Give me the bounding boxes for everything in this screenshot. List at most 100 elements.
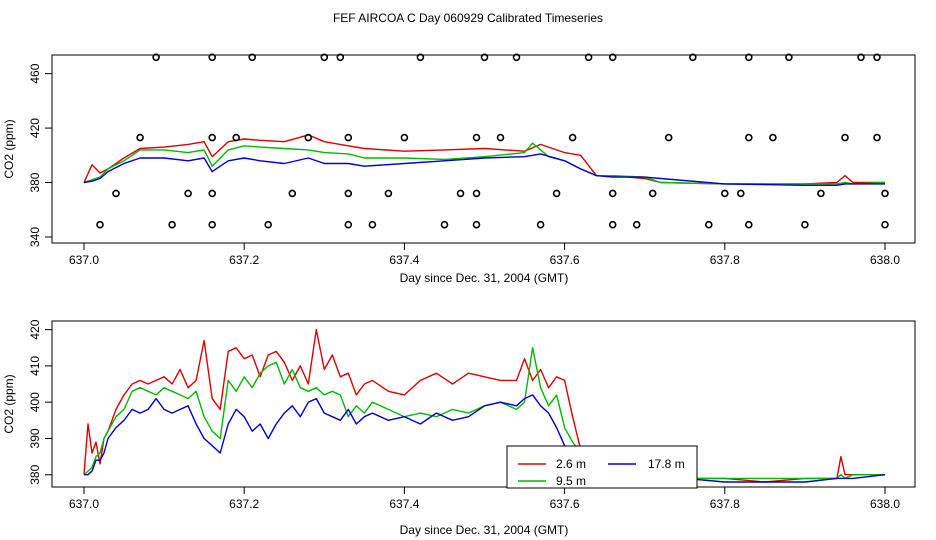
flag-marker: [472, 133, 481, 142]
panel-bottom-y-label: CO2 (ppm): [2, 374, 16, 433]
flag-marker: [184, 189, 192, 198]
flag-marker: [344, 189, 353, 198]
panel-top-x-label: Day since Dec. 31, 2004 (GMT): [400, 271, 569, 285]
flag-marker: [416, 53, 425, 62]
flag-marker: [881, 189, 889, 198]
flag-marker: [744, 53, 753, 62]
flag-marker: [512, 53, 521, 62]
x-tick-label: 637.6: [550, 253, 580, 267]
flag-marker: [264, 220, 273, 229]
flag-marker: [632, 220, 641, 229]
flag-marker: [608, 53, 617, 62]
flag-marker: [688, 53, 697, 62]
flag-marker: [456, 189, 465, 198]
flag-marker: [472, 220, 481, 229]
x-tick-label: 637.0: [69, 497, 99, 511]
flag-marker: [208, 220, 216, 229]
flag-marker: [873, 133, 881, 142]
y-tick-label: 380: [28, 464, 42, 484]
legend-label-9-5m: 9.5 m: [556, 474, 586, 488]
flag-marker: [320, 53, 329, 62]
panel-top-x-axis: 637.0 637.2 637.4 637.6 637.8 638.0: [69, 242, 900, 267]
y-tick-label: 340: [28, 227, 42, 247]
flag-marker: [208, 189, 216, 198]
y-tick-label: 420: [28, 118, 42, 138]
flag-marker: [304, 133, 313, 142]
flag-marker: [608, 220, 617, 229]
flag-marker: [584, 53, 593, 62]
flag-marker: [881, 220, 889, 229]
x-tick-label: 637.8: [710, 253, 740, 267]
flag-marker: [769, 133, 777, 142]
x-tick-label: 637.2: [229, 253, 259, 267]
panel-bottom-x-label: Day since Dec. 31, 2004 (GMT): [400, 523, 569, 537]
flag-marker: [232, 133, 240, 142]
flag-marker: [648, 189, 657, 198]
flag-marker: [480, 53, 489, 62]
panel-bottom-x-axis: 637.0 637.2 637.4 637.6 637.8 638.0: [69, 486, 900, 511]
x-tick-label: 637.4: [389, 497, 419, 511]
legend-label-17-8m: 17.8 m: [648, 457, 685, 471]
flag-marker: [440, 220, 449, 229]
y-tick-label: 400: [28, 392, 42, 412]
x-tick-label: 638.0: [870, 253, 900, 267]
flag-marker: [664, 133, 673, 142]
legend: 2.6 m 9.5 m 17.8 m: [506, 445, 698, 489]
x-tick-label: 637.2: [229, 497, 259, 511]
series-line-17-8-m: [83, 153, 885, 187]
flag-marker: [704, 220, 713, 229]
y-tick-label: 380: [28, 172, 42, 192]
flag-marker: [744, 220, 753, 229]
flag-marker: [720, 189, 729, 198]
flag-marker: [817, 189, 825, 198]
flag-marker: [568, 133, 577, 142]
y-tick-label: 390: [28, 428, 42, 448]
flag-marker: [96, 220, 104, 229]
panel-bottom-y-axis: 380 390 400 410 420: [28, 319, 53, 485]
flag-marker: [400, 133, 409, 142]
panel-top-flags: [96, 53, 889, 229]
flag-marker: [472, 189, 481, 198]
y-tick-label: 460: [28, 63, 42, 83]
flag-marker: [552, 189, 561, 198]
series-line-9-5-m: [83, 142, 886, 185]
panel-bottom: 637.0 637.2 637.4 637.6 637.8 638.0 380 390 400…: [2, 319, 916, 537]
flag-marker: [344, 220, 353, 229]
figure-title: FEF AIRCOA C Day 060929 Calibrated Times…: [333, 11, 603, 25]
panel-top: 637.0 637.2 637.4 637.6 637.8 638.0 340 380 420…: [2, 53, 916, 285]
panel-top-series: [83, 134, 886, 187]
flag-marker: [136, 133, 144, 142]
flag-marker: [873, 53, 881, 62]
flag-marker: [857, 53, 865, 62]
legend-label-2-6m: 2.6 m: [556, 457, 586, 471]
flag-marker: [288, 189, 297, 198]
flag-marker: [336, 53, 345, 62]
flag-marker: [208, 53, 216, 62]
x-tick-label: 638.0: [870, 497, 900, 511]
flag-marker: [801, 220, 809, 229]
flag-marker: [536, 220, 545, 229]
flag-marker: [168, 220, 176, 229]
flag-marker: [841, 133, 849, 142]
x-tick-label: 637.4: [389, 253, 419, 267]
panel-bottom-frame: [51, 320, 916, 488]
flag-marker: [608, 189, 617, 198]
y-tick-label: 410: [28, 356, 42, 376]
panel-top-y-label: CO2 (ppm): [2, 119, 16, 178]
flag-marker: [344, 133, 353, 142]
flag-marker: [152, 53, 160, 62]
flag-marker: [744, 133, 753, 142]
flag-marker: [496, 133, 505, 142]
flag-marker: [384, 189, 393, 198]
y-tick-label: 420: [28, 319, 42, 339]
panel-top-y-axis: 340 380 420 460: [28, 63, 53, 247]
flag-marker: [785, 53, 793, 62]
flag-marker: [208, 133, 216, 142]
series-line-17-8-m: [84, 394, 886, 483]
x-tick-label: 637.0: [69, 253, 99, 267]
flag-marker: [736, 189, 745, 198]
flag-marker: [248, 53, 256, 62]
x-tick-label: 637.8: [710, 497, 740, 511]
panel-bottom-series: [83, 328, 886, 483]
flag-marker: [112, 189, 120, 198]
